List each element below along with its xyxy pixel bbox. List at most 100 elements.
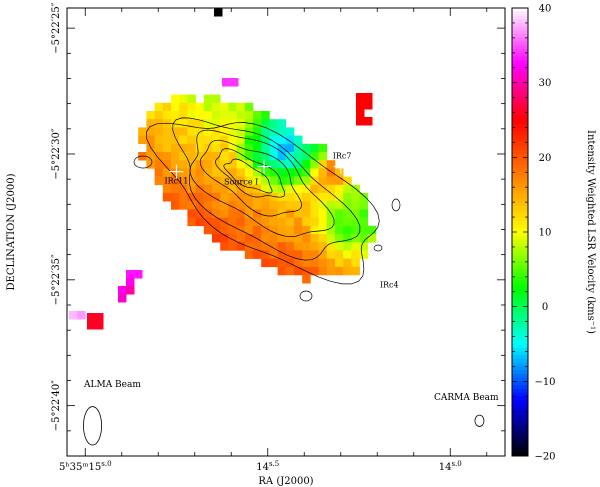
colorbar-swatch bbox=[512, 123, 528, 128]
colorbar-swatch bbox=[512, 239, 528, 244]
colorbar-swatch bbox=[512, 101, 528, 106]
velocity-pixel bbox=[326, 217, 336, 227]
velocity-pixel bbox=[343, 258, 352, 268]
velocity-pixel bbox=[228, 168, 237, 177]
velocity-pixel bbox=[212, 111, 221, 120]
beam-label: ALMA Beam bbox=[83, 380, 141, 390]
velocity-pixel bbox=[212, 135, 221, 145]
velocity-pixel bbox=[244, 225, 254, 235]
velocity-pixel bbox=[203, 102, 213, 112]
colorbar-swatch bbox=[512, 284, 528, 289]
velocity-pixel bbox=[220, 201, 229, 210]
velocity-pixel bbox=[269, 184, 278, 194]
velocity-pixel bbox=[203, 168, 213, 177]
velocity-pixel bbox=[261, 135, 270, 145]
velocity-pixel bbox=[326, 225, 336, 235]
contour-line bbox=[215, 148, 286, 198]
colorbar-swatch bbox=[512, 82, 528, 87]
velocity-pixel bbox=[187, 119, 196, 128]
velocity-pixel bbox=[126, 286, 135, 295]
velocity-pixel bbox=[162, 176, 172, 186]
velocity-pixel bbox=[87, 321, 96, 330]
colorbar-swatch bbox=[512, 258, 528, 263]
velocity-pixel bbox=[269, 135, 278, 145]
velocity-pixel bbox=[220, 143, 229, 153]
velocity-pixel bbox=[220, 193, 229, 202]
colorbar-swatch bbox=[512, 45, 528, 50]
colorbar-swatch bbox=[512, 407, 528, 412]
contour-line bbox=[133, 155, 153, 169]
velocity-pixel bbox=[359, 242, 369, 251]
velocity-pixel bbox=[187, 111, 196, 120]
velocity-pixel bbox=[364, 117, 373, 126]
colorbar-swatch bbox=[512, 228, 528, 233]
contour-line bbox=[199, 139, 302, 217]
velocity-pixel bbox=[285, 168, 295, 177]
velocity-pixel bbox=[335, 250, 344, 259]
velocity-pixel bbox=[277, 266, 287, 276]
colorbar-swatch bbox=[512, 52, 528, 58]
velocity-pixel bbox=[244, 168, 254, 177]
velocity-pixel bbox=[277, 201, 287, 210]
velocity-pixel bbox=[187, 143, 196, 153]
velocity-pixel bbox=[359, 234, 369, 243]
velocity-pixel bbox=[364, 101, 373, 110]
velocity-pixel bbox=[154, 135, 164, 145]
velocity-pixel bbox=[220, 234, 229, 243]
colorbar-swatch bbox=[512, 146, 528, 151]
velocity-pixel bbox=[118, 286, 127, 295]
velocity-pixel bbox=[261, 201, 270, 210]
velocity-pixel bbox=[302, 209, 311, 218]
velocity-pixel bbox=[285, 143, 295, 153]
colorbar-swatch bbox=[512, 373, 528, 379]
colorbar-swatch bbox=[512, 172, 528, 177]
velocity-pixel bbox=[220, 135, 229, 145]
velocity-pixel bbox=[261, 234, 270, 243]
velocity-pixel bbox=[269, 217, 278, 227]
velocity-pixel bbox=[244, 217, 254, 227]
velocity-pixel bbox=[236, 143, 246, 153]
velocity-pixel bbox=[154, 152, 164, 161]
velocity-pixel bbox=[236, 184, 246, 194]
velocity-pixel bbox=[367, 234, 377, 243]
velocity-pixel bbox=[138, 127, 147, 136]
velocity-pixel bbox=[277, 143, 287, 153]
velocity-pixel bbox=[285, 258, 295, 268]
velocity-pixel bbox=[310, 258, 319, 268]
velocity-pixel bbox=[351, 266, 360, 276]
colorbar-swatch bbox=[512, 127, 528, 132]
velocity-pixel bbox=[310, 234, 319, 243]
velocity-pixel bbox=[351, 250, 360, 259]
colorbar-swatch bbox=[512, 64, 528, 69]
velocity-pixel bbox=[187, 201, 196, 210]
colorbar-swatch bbox=[512, 310, 528, 315]
contour-line bbox=[373, 244, 383, 252]
velocity-pixel bbox=[179, 102, 188, 112]
velocity-pixel bbox=[187, 217, 196, 227]
colorbar-swatch bbox=[512, 429, 528, 435]
colorbar-swatch bbox=[512, 288, 528, 293]
velocity-pixel bbox=[138, 135, 147, 145]
velocity-pixel bbox=[269, 119, 278, 128]
colorbar-swatch bbox=[512, 336, 528, 341]
velocity-pixel bbox=[154, 176, 164, 186]
velocity-pixel bbox=[302, 234, 311, 243]
velocity-pixel bbox=[302, 184, 311, 194]
y-tick-label: −5°22′40″ bbox=[51, 380, 62, 431]
velocity-pixel bbox=[171, 111, 180, 120]
velocity-pixel bbox=[195, 102, 205, 112]
velocity-pixel bbox=[179, 160, 188, 169]
velocity-pixel bbox=[351, 209, 360, 218]
colorbar-swatch bbox=[512, 448, 528, 453]
velocity-pixel bbox=[171, 168, 180, 177]
colorbar-swatch bbox=[512, 344, 528, 349]
velocity-pixel bbox=[212, 102, 221, 112]
velocity-pixel bbox=[179, 184, 188, 194]
velocity-pixel bbox=[359, 217, 369, 227]
velocity-pixel bbox=[203, 152, 213, 161]
velocity-pixel bbox=[253, 234, 262, 243]
colorbar-swatch bbox=[512, 314, 528, 319]
velocity-pixel bbox=[228, 160, 237, 169]
contour-line bbox=[172, 117, 361, 261]
source-label: IRc7 bbox=[333, 152, 352, 161]
